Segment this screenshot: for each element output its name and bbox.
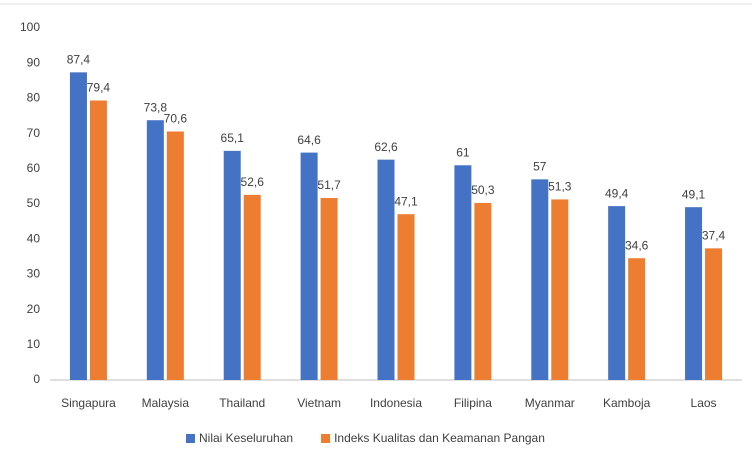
value-label: 62,6 — [374, 140, 398, 154]
x-tick-label: Filipina — [454, 396, 492, 410]
y-tick-label: 60 — [27, 161, 41, 175]
value-label: 49,4 — [605, 186, 629, 200]
value-label: 51,3 — [548, 180, 572, 194]
bar — [69, 72, 87, 381]
value-label: 73,8 — [144, 100, 168, 114]
y-tick-label: 70 — [27, 126, 41, 140]
bar — [454, 165, 472, 380]
y-tick-label: 20 — [27, 302, 41, 316]
bar — [377, 159, 395, 380]
value-label: 50,3 — [471, 183, 495, 197]
bar — [474, 202, 492, 380]
value-label: 64,6 — [297, 133, 321, 147]
bar — [166, 131, 184, 380]
x-tick-label: Thailand — [219, 396, 265, 410]
bar — [551, 199, 569, 380]
x-tick-label: Kamboja — [603, 396, 651, 410]
value-label: 61 — [456, 145, 470, 159]
x-tick-label: Malaysia — [142, 396, 190, 410]
value-label: 79,4 — [87, 81, 111, 95]
bar — [243, 194, 261, 380]
value-label: 70,6 — [164, 112, 188, 126]
x-tick-label: Singapura — [61, 396, 116, 410]
value-label: 52,6 — [241, 175, 265, 189]
y-tick-label: 50 — [27, 196, 41, 210]
y-tick-label: 10 — [27, 337, 41, 351]
y-tick-label: 80 — [27, 91, 41, 105]
y-tick-label: 40 — [27, 231, 41, 245]
bar — [320, 198, 338, 380]
bar — [146, 120, 164, 380]
value-label: 47,1 — [394, 194, 418, 208]
x-tick-label: Vietnam — [297, 396, 341, 410]
y-tick-label: 30 — [27, 267, 41, 281]
x-tick-label: Indonesia — [370, 396, 422, 410]
y-tick-label: 0 — [33, 372, 40, 386]
value-label: 57 — [533, 160, 547, 174]
bar — [397, 214, 415, 380]
x-tick-label: Laos — [691, 396, 717, 410]
value-label: 37,4 — [702, 229, 726, 243]
bar — [685, 207, 703, 380]
bar — [300, 152, 318, 380]
bar — [89, 100, 107, 381]
bar — [628, 258, 646, 380]
legend-label: Nilai Keseluruhan — [199, 431, 293, 445]
bar — [531, 179, 549, 380]
legend-swatch — [321, 434, 331, 443]
value-label: 65,1 — [221, 131, 245, 145]
value-label: 51,7 — [317, 178, 341, 192]
value-label: 87,4 — [67, 53, 91, 67]
value-label: 49,1 — [682, 187, 706, 201]
value-label: 34,6 — [625, 238, 649, 252]
legend-swatch — [186, 434, 195, 443]
bar — [705, 248, 723, 380]
x-tick-label: Myanmar — [525, 396, 575, 410]
legend-label: Indeks Kualitas dan Keamanan Pangan — [334, 431, 545, 445]
y-tick-label: 90 — [27, 55, 41, 69]
bar — [223, 150, 241, 380]
y-tick-label: 100 — [20, 20, 40, 34]
bar — [608, 206, 626, 380]
